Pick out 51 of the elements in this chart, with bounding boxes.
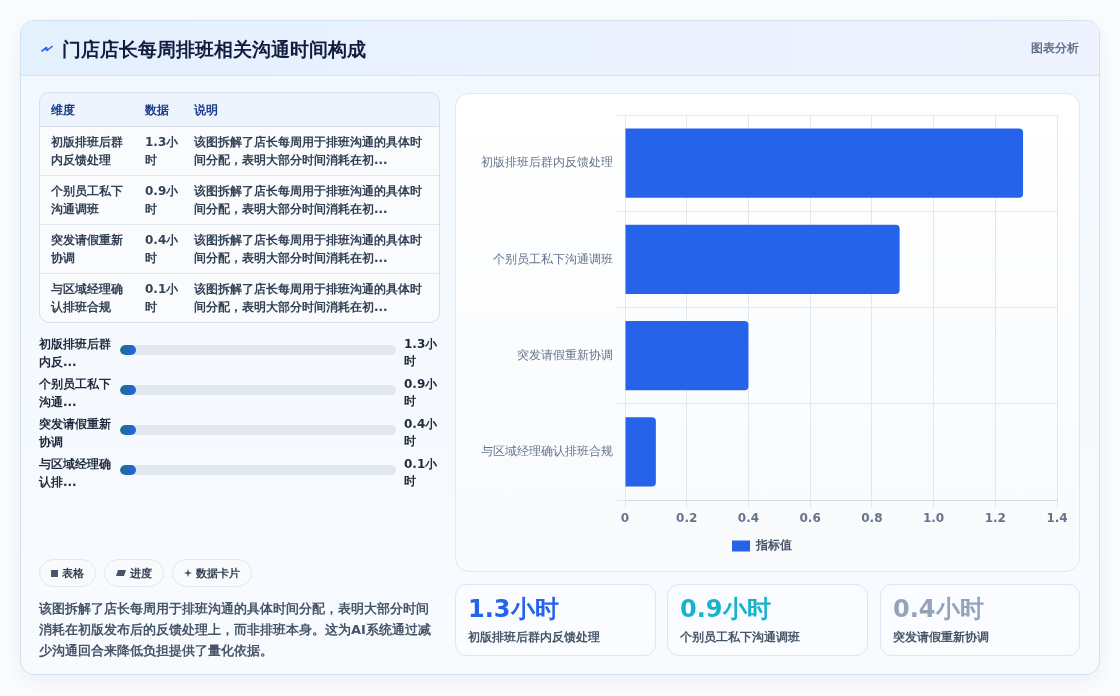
- text: 0.1小时: [404, 456, 438, 490]
- text: 说明: [193, 101, 219, 119]
- text: 1.3小时: [404, 336, 438, 370]
- y-tick-label: 突发请假重新协调: [517, 347, 613, 362]
- text: 初版排班后群内反...: [39, 336, 112, 371]
- text: 0.9小时: [404, 376, 438, 410]
- text: 0.4小时: [144, 232, 180, 267]
- text: 突发请假重新协调: [50, 232, 124, 267]
- bar: [625, 224, 900, 295]
- text: 0.4小时: [404, 416, 438, 450]
- x-tick-label: 0.6: [799, 511, 821, 526]
- text: 维度: [50, 101, 76, 119]
- x-tick-label: 0.8: [861, 511, 883, 526]
- text: 0.1小时: [144, 281, 180, 316]
- text: 该图拆解了店长每周用于排班沟通的具体时间分配，表明大部分时间消耗在初...: [193, 232, 423, 267]
- text: 个别员工私下沟通...: [39, 376, 112, 411]
- text: 与区域经理确认排班合规: [49, 281, 124, 316]
- text: 该图拆解了店长每周用于排班沟通的具体时间分配，表明大部分时间消耗在初...: [193, 281, 423, 316]
- x-tick-label: 0: [620, 511, 630, 526]
- y-tick-label: 与区域经理确认排班合规: [481, 444, 613, 458]
- x-tick-label: 1.2: [984, 511, 1006, 526]
- text: 个别员工私下沟通调班: [50, 183, 124, 218]
- text: 初版排班后群内反馈处理: [50, 134, 124, 169]
- text: 个别员工私下沟通调班: [680, 629, 800, 645]
- bar: [625, 320, 749, 391]
- text: 0.9小时: [680, 594, 771, 624]
- text: 初版排班后群内反馈处理: [468, 629, 600, 645]
- text: 门店店长每周排班相关沟通时间构成: [62, 37, 366, 61]
- x-tick-label: 1.0: [922, 511, 945, 526]
- legend-label: 指标值: [755, 538, 792, 553]
- text: 0.4小时: [893, 594, 984, 624]
- x-tick-label: 0.4: [737, 511, 760, 526]
- text: 0.9小时: [144, 183, 180, 218]
- text: 图表分析: [1031, 40, 1079, 56]
- tag-chip: 数据卡片: [172, 559, 252, 587]
- text: 该图拆解了店长每周用于排班沟通的具体时间分配，表明大部分时间消耗在初...: [193, 134, 423, 169]
- y-tick-label: 个别员工私下沟通调班: [493, 251, 613, 266]
- bar: [625, 417, 656, 487]
- text: 该图拆解了店长每周用于排班沟通的具体时间分配，表明大部分时间消耗在初...: [193, 183, 423, 218]
- x-tick-label: 0.2: [676, 511, 698, 526]
- text: 突发请假重新协调: [39, 416, 112, 451]
- bar: [625, 128, 1024, 198]
- text: 突发请假重新协调: [893, 629, 989, 645]
- text: 该图拆解了店长每周用于排班沟通的具体时间分配，表明大部分时间消耗在初版发布后的反馈处理上，而非排班本身。这为AI系统通过减少沟通回合来降低负担提供了量化依据。: [39, 600, 432, 660]
- tag-chip: 进度: [104, 559, 164, 587]
- y-tick-label: 初版排班后群内反馈处理: [481, 155, 613, 170]
- text: 数据: [144, 101, 170, 119]
- text: 1.3小时: [144, 134, 180, 169]
- text: 与区域经理确认排...: [39, 456, 112, 491]
- text: 1.3小时: [468, 594, 559, 624]
- x-tick-label: 1.4: [1046, 511, 1068, 526]
